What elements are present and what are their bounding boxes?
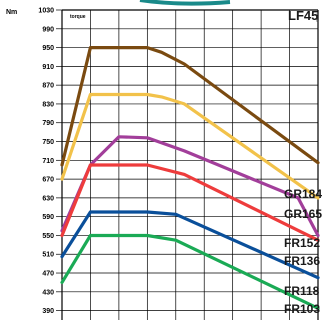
y-tick-label: 550 [42,233,54,240]
y-tick-label: 390 [42,308,54,315]
series-line-fr118 [60,210,320,280]
series-line-gr165 [60,92,320,200]
y-tick-label: 830 [42,101,54,108]
series-label-fr152: FR152 [284,236,320,250]
y-tick-label: 630 [42,195,54,202]
series-label-gr184: GR184 [284,187,322,201]
series-label-fr118: FR118 [284,284,320,298]
y-tick-label: 790 [42,120,54,127]
series-line-fr103 [60,233,320,310]
y-tick-label: 910 [42,64,54,71]
series-line-fr136 [60,163,320,242]
y-tick-label: 710 [42,158,54,165]
y-tick-label: 1030 [38,8,54,15]
series-label-gr165: GR165 [284,207,322,221]
y-axis-unit: Nm [6,9,17,16]
model-label: LF45 [288,8,318,23]
y-tick-label: 470 [42,271,54,278]
y-tick-label: 590 [42,214,54,221]
legend-label-torque: torque [70,14,86,20]
series-labels: GR184 GR165 FR152 FR136 FR118 FR103 [284,187,322,316]
series-label-fr136: FR136 [284,254,320,268]
y-axis-ticks: 1030 990 950 910 870 830 790 750 710 670 630 590 550… [38,8,62,315]
y-tick-label: 950 [42,45,54,52]
header-arc [139,0,231,6]
y-tick-label: 510 [42,252,54,259]
y-tick-label: 430 [42,289,54,296]
y-tick-label: 750 [42,139,54,146]
y-tick-label: 990 [42,26,54,33]
series-label-fr103: FR103 [284,302,320,316]
series-lines [60,45,320,310]
y-tick-label: 670 [42,177,54,184]
model-code: (0004) [315,13,319,22]
y-tick-label: 870 [42,83,54,90]
series-line-gr184 [60,45,320,167]
